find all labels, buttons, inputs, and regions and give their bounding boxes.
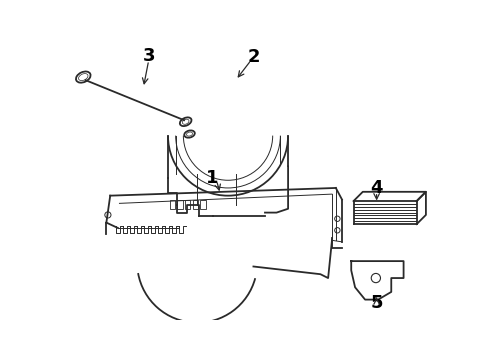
Ellipse shape (182, 119, 189, 124)
Ellipse shape (180, 117, 192, 126)
Circle shape (371, 274, 381, 283)
Bar (193, 199, 198, 209)
Circle shape (335, 216, 340, 221)
Text: 3: 3 (143, 46, 155, 64)
Text: 4: 4 (370, 179, 383, 197)
Ellipse shape (187, 132, 193, 136)
Circle shape (105, 212, 111, 218)
Bar (177, 199, 183, 209)
Ellipse shape (78, 73, 88, 81)
Text: 5: 5 (370, 294, 383, 312)
Text: 1: 1 (206, 169, 219, 187)
Bar (200, 199, 206, 209)
Bar (170, 199, 175, 209)
Bar (185, 199, 190, 209)
Circle shape (335, 228, 340, 233)
Ellipse shape (76, 72, 91, 83)
Text: 2: 2 (247, 48, 260, 66)
Ellipse shape (184, 130, 195, 138)
